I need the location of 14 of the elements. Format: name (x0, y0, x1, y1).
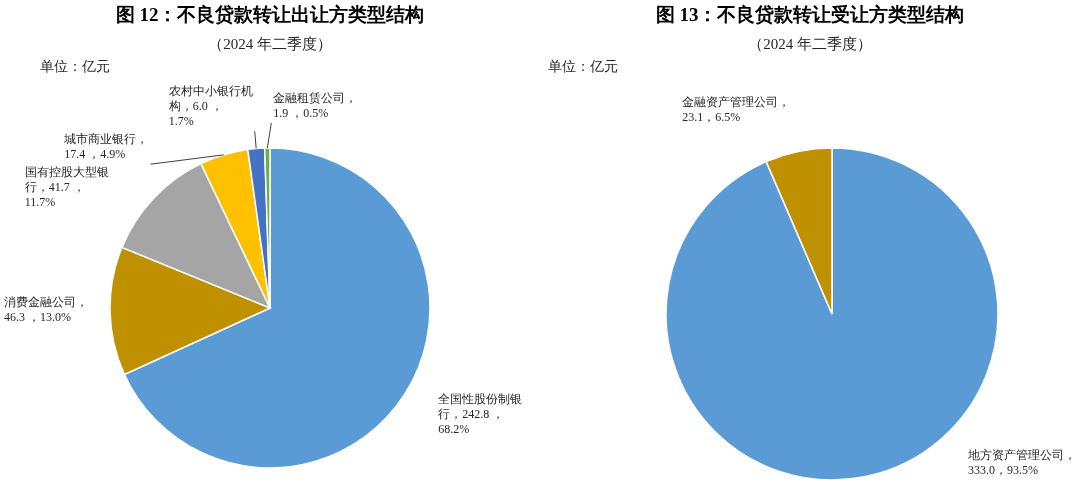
chart-title: 图 13：不良贷款转让受让方类型结构 (655, 4, 965, 25)
slice-label: 全国性股份制银行，242.8 ，68.2% (438, 391, 523, 436)
chart-title: 图 12：不良贷款转让出让方类型结构 (115, 4, 425, 25)
slice-label: 金融租赁公司，1.9 ，0.5% (273, 91, 358, 121)
text: 单位：亿元 (40, 59, 110, 74)
slice-label: 农村中小银行机构，6.0 ，1.7% (167, 84, 253, 129)
slice-label: 金融资产管理公司，23.1，6.5% (682, 95, 791, 125)
text: 单位：亿元 (548, 59, 618, 74)
chart-subtitle: （2024 年二季度） (208, 36, 332, 52)
slice-label: 消费金融公司，46.3 ，13.0% (4, 294, 88, 324)
slice-label: 地方资产管理公司，333.0，93.5% (967, 448, 1076, 477)
slice-label: 国有控股大型银行，41.7 ，11.7% (24, 165, 109, 210)
chart-subtitle: （2024 年二季度） (748, 36, 872, 52)
slice-label: 城市商业银行，17.4 ，4.9% (63, 132, 149, 162)
